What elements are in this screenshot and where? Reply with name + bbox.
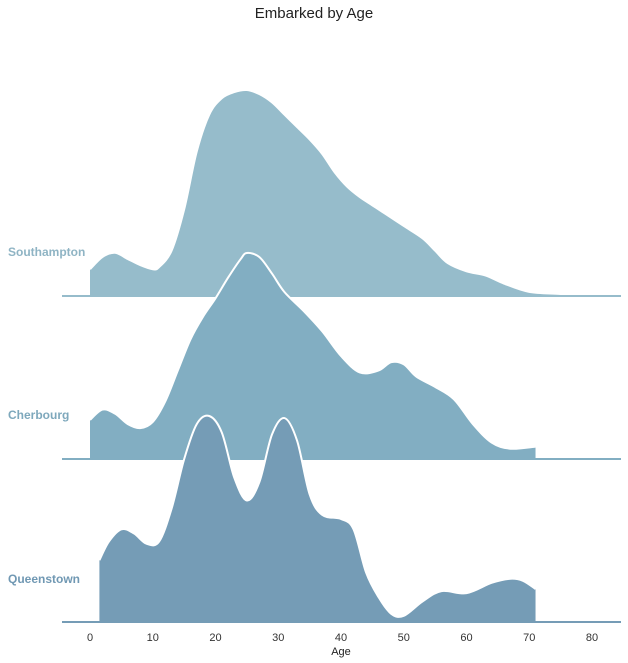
x-tick-label: 0 [87, 632, 93, 644]
ridge-outline-southampton [89, 88, 624, 298]
x-tick-label: 70 [523, 632, 535, 644]
ridge-area-queenstown [99, 415, 536, 622]
x-tick-label: 20 [209, 632, 221, 644]
ridge-group-queenstown [62, 414, 621, 623]
x-tick-label: 80 [586, 632, 598, 644]
ridge-outline-queenstown [98, 414, 537, 618]
series-label-queenstown: Queenstown [8, 572, 80, 586]
x-tick-label: 40 [335, 632, 347, 644]
x-tick-label: 50 [398, 632, 410, 644]
x-axis-label: Age [331, 646, 351, 658]
chart-title: Embarked by Age [254, 5, 374, 22]
ridge-group-cherbourg [62, 251, 621, 460]
series-label-cherbourg: Cherbourg [8, 408, 69, 422]
x-tick-label: 10 [147, 632, 159, 644]
ridge-outline-cherbourg [89, 251, 536, 450]
x-tick-label: 30 [272, 632, 284, 644]
ridge-group-southampton [62, 88, 624, 298]
ridge-area-cherbourg [90, 252, 536, 459]
ridge-area-southampton [90, 89, 624, 297]
x-tick-label: 60 [460, 632, 472, 644]
series-label-southampton: Southampton [8, 245, 85, 259]
